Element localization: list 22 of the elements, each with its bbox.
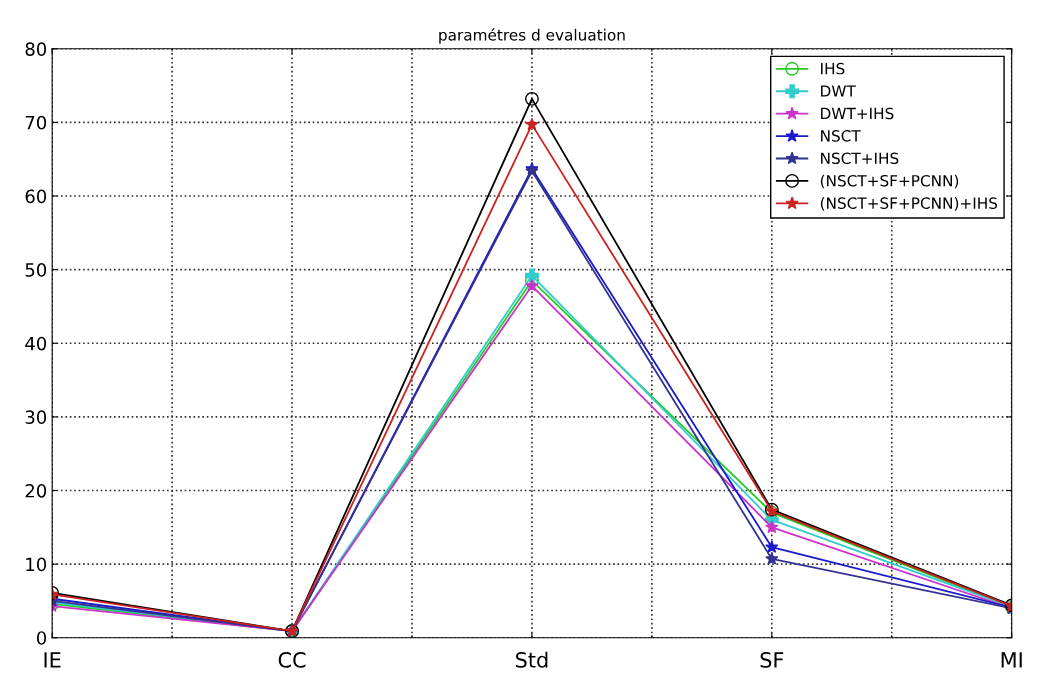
x-tick-label: IE [44, 652, 61, 668]
chart-title: paramétres d evaluation [439, 28, 625, 44]
y-tick-label: 60 [25, 189, 47, 204]
legend-label: IHS [821, 62, 845, 75]
y-tick-label: 0 [36, 631, 47, 645]
legend-label: NSCT [821, 130, 861, 142]
y-tick-label: 80 [25, 42, 47, 56]
legend-label: DWT+IHS [821, 107, 894, 120]
y-tick-label: 20 [25, 483, 47, 498]
y-tick-label: 70 [25, 115, 47, 130]
x-tick-label: SF [760, 652, 784, 668]
legend-label: (NSCT+SF+PCNN)+IHS [820, 197, 998, 211]
x-tick-label: CC [278, 652, 306, 668]
x-tick-label: MI [1001, 652, 1022, 668]
y-tick-label: 50 [25, 263, 47, 277]
legend-label: (NSCT+SF+PCNN) [820, 174, 959, 189]
y-tick-label: 30 [25, 410, 47, 425]
x-tick-label: Std [515, 651, 548, 668]
y-tick-label: 10 [26, 557, 47, 572]
legend-label: DWT [821, 85, 856, 97]
legend-label: NSCT+IHS [821, 152, 899, 165]
y-tick-label: 40 [25, 336, 47, 351]
